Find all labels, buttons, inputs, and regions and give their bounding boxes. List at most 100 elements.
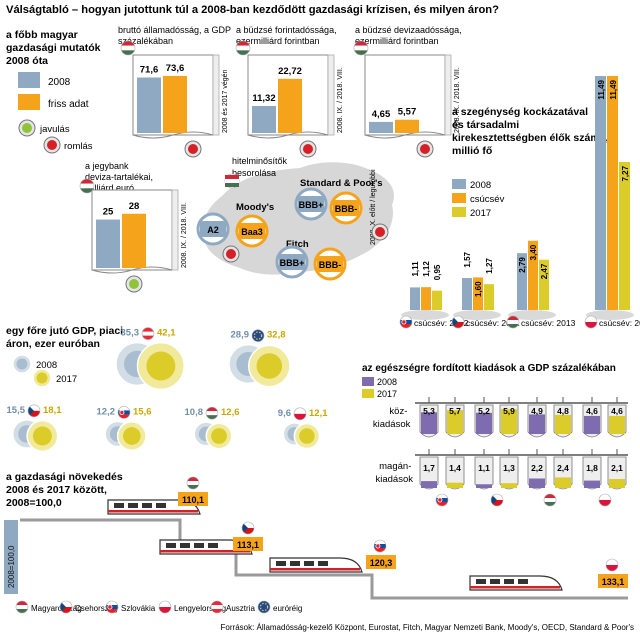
indicator-panels: bruttó államadósság, a GDP százalékában 71…: [79, 25, 462, 293]
poverty-category: csúcsév: 2013: [521, 318, 576, 328]
gdppc-title-2: áron, ezer euróban: [6, 338, 100, 350]
growth-title-3: 2008=100,0: [6, 497, 62, 509]
private-vial: [474, 456, 494, 490]
public-fill: [421, 412, 437, 434]
gdppc-2017-value: 42,1: [157, 328, 176, 339]
poverty-bar: [517, 253, 527, 310]
gdppc-2008-value: 35,3: [121, 328, 140, 339]
panel-flag-hu-icon: [235, 40, 251, 56]
health-row2-a: magán-: [379, 461, 411, 472]
private-fill: [476, 484, 492, 488]
ratings-worse-icon: [371, 223, 389, 241]
legend-label-2008: 2008: [48, 77, 71, 88]
private-value: 2,4: [557, 463, 569, 473]
gdppc-2008-value: 12,2: [97, 406, 116, 417]
agency-moodys: Moody's: [236, 202, 274, 213]
growth-section: a gazdasági növekedés 2008 és 2017 közöt…: [4, 471, 628, 600]
legend-country-eu: euróréig: [273, 604, 302, 613]
poverty-title-1: a szegénység kockázatával: [452, 106, 588, 118]
agency-sp: Standard & Poor's: [300, 178, 383, 189]
public-value: 4,6: [586, 406, 598, 416]
growth-value-box: [178, 492, 208, 506]
legend-swatch-2008: [18, 72, 40, 88]
ratings-title-1: hitelminősítők: [232, 156, 288, 166]
panel-side-label: 2008. IX. / 2018. VIII.: [337, 67, 344, 133]
poverty-legend-2008: 2008: [470, 180, 491, 191]
panel-flag-hu-icon: [353, 40, 369, 56]
growth-base-bar: [4, 520, 18, 594]
gdppc-pair: 12,2 15,6: [97, 406, 152, 451]
legend-label-worse: romlás: [64, 141, 93, 152]
growth-value-box: [366, 555, 396, 569]
ratings-title-2: besorolása: [232, 168, 276, 178]
poverty-bar: [462, 278, 472, 310]
worse-icon: [184, 140, 202, 158]
poverty-value: 1,12: [422, 261, 431, 277]
legend-flag-pl-icon: [158, 600, 172, 614]
private-fill: [555, 477, 571, 488]
svg-text:egy főre jutó GDP, piaci: egy főre jutó GDP, piaci áron, ezer euró…: [6, 325, 126, 350]
legend-heading-1: a főbb magyar: [6, 29, 78, 41]
legend-label-fresh: friss adat: [48, 99, 89, 110]
poverty-value: 11,49: [597, 79, 606, 99]
health-title: az egészségre fordított kiadások a GDP s…: [362, 363, 616, 374]
value-2008: 25: [103, 207, 114, 218]
health-legend-swatch-2008: [362, 377, 374, 386]
gdppc-coins: 35,3 42,1 28,9 32,8 15,5 18,1 12,2 15,6 10,8 12,6…: [7, 327, 328, 453]
public-value: 4,6: [611, 406, 623, 416]
panel-0: bruttó államadósság, a GDP százalékában 71…: [118, 25, 231, 158]
gdppc-2017-value: 32,8: [267, 330, 286, 341]
bar-fresh: [278, 78, 302, 133]
poverty-plate: [401, 310, 449, 320]
worse-icon: [299, 140, 317, 158]
health-row2-b: kiadások: [376, 474, 414, 485]
poverty-bar: [528, 240, 538, 310]
panel-title: a büdzsé devizaadóssága, ezermilliárd for…: [355, 25, 462, 46]
svg-text:a gazdasági növekedés 20: a gazdasági növekedés 2008 és 2017 közöt…: [6, 471, 126, 509]
private-fill: [529, 478, 545, 488]
health-row1-a: köz-: [389, 406, 407, 417]
flag-pl-icon: [605, 558, 619, 572]
flag-at-icon: [141, 327, 155, 340]
sp-latest: BBB-: [335, 204, 358, 214]
poverty-plate: [508, 310, 556, 320]
poverty-bar: [619, 161, 630, 310]
poverty-bar: [539, 259, 549, 310]
private-value: 1,7: [423, 463, 435, 473]
moodys-latest: Baa3: [241, 227, 263, 237]
gdp-pc-section: egy főre jutó GDP, piaci áron, ezer euró…: [6, 325, 328, 453]
hungary-flag-icon: [224, 173, 240, 189]
sp-before: BBB+: [299, 200, 324, 210]
bar-2008: [96, 219, 120, 268]
poverty-value: 1,27: [485, 258, 494, 274]
poverty-value: 2,79: [518, 257, 527, 273]
flag-hu-icon: [543, 493, 557, 507]
poverty-value: 11,49: [609, 79, 618, 99]
legend-swatch-fresh: [18, 94, 40, 110]
poverty-value: 7,27: [621, 165, 630, 181]
bar-2008: [137, 77, 161, 133]
health-section: az egészségre fordított kiadások a GDP s…: [362, 363, 628, 507]
growth-base-label: 2008=100,0: [7, 545, 16, 588]
fitch-before-badge: BBB+: [275, 245, 309, 279]
poverty-value: 2,47: [540, 263, 549, 279]
panel-3: a jegybank deviza-tartalékai, milliárd eur…: [79, 161, 188, 293]
panel-title: bruttó államadósság, a GDP százalékában: [118, 25, 231, 46]
poverty-value: 1,11: [411, 261, 420, 277]
value-2008: 11,32: [252, 93, 275, 104]
private-fill: [447, 482, 463, 488]
improve-icon: [125, 275, 143, 293]
public-value: 5,7: [449, 406, 461, 416]
gdppc-2017-value: 15,6: [133, 406, 152, 417]
public-value: 5,9: [503, 406, 515, 416]
poverty-section: a szegénység kockázatával és társadalmi …: [399, 76, 640, 329]
poverty-legend-swatch-peak: [452, 193, 466, 203]
gdppc-2017-value: 12,1: [309, 408, 328, 419]
poverty-legend-peak: csúcsév: [470, 194, 505, 205]
legend-flag-sk-icon: [105, 600, 119, 614]
poverty-bar: [595, 76, 606, 310]
sp-before-badge: BBB+: [294, 187, 328, 221]
train-icon: [269, 557, 363, 573]
growth-value-box: [598, 574, 628, 588]
